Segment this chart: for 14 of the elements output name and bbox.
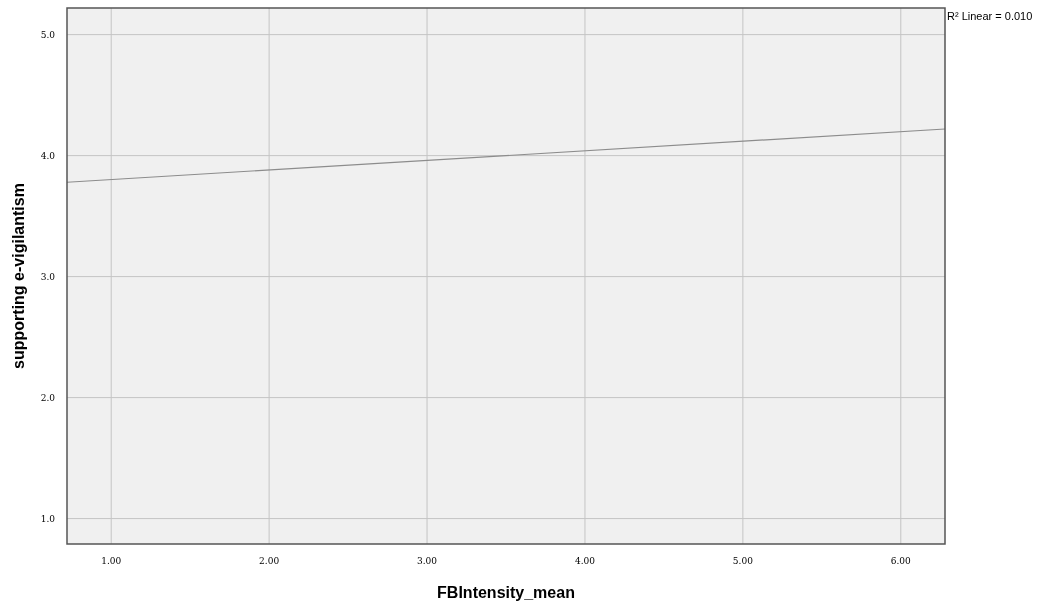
y-axis-title: supporting e-vigilantism <box>10 183 27 369</box>
x-tick-label: 5.00 <box>732 556 754 566</box>
x-tick-label: 2.00 <box>259 556 280 566</box>
y-tick-label: 2.0 <box>40 392 56 403</box>
x-axis-title: FBIntensity_mean <box>437 584 575 601</box>
y-tick-label: 3.0 <box>40 271 56 282</box>
x-tick-label: 4.00 <box>574 556 596 566</box>
x-tick-label: 1.00 <box>101 556 122 566</box>
y-tick-label: 5.0 <box>40 29 56 40</box>
x-tick-label: 6.00 <box>890 556 912 566</box>
y-tick-label: 4.0 <box>40 150 56 161</box>
x-tick-label: 3.00 <box>417 556 438 566</box>
y-tick-label: 1.0 <box>40 513 56 524</box>
text: R² Linear = 0.010 <box>947 10 1033 22</box>
